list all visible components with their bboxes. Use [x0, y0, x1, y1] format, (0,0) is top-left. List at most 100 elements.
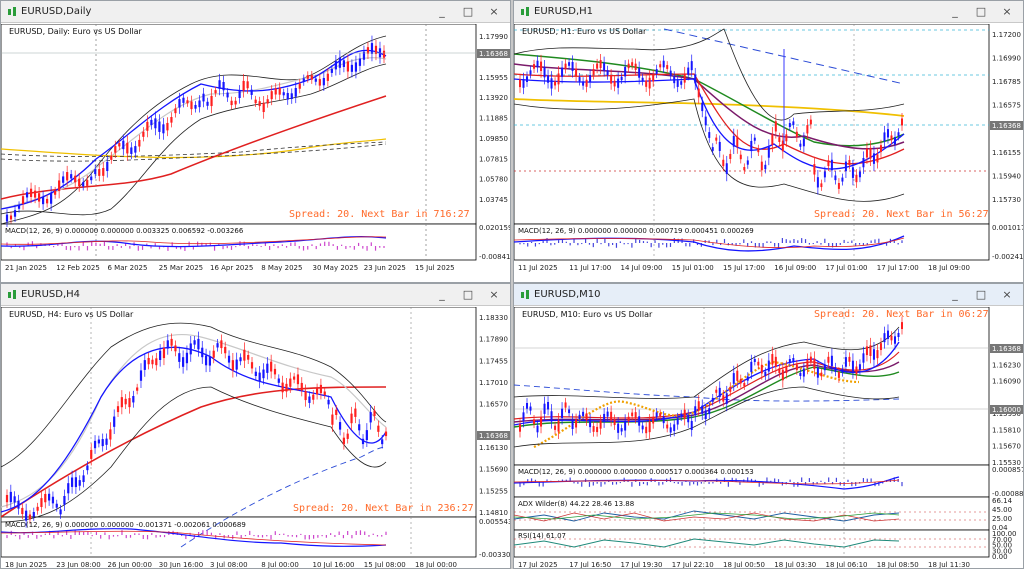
chart-window-h4[interactable]: EURUSD,H4 _ □ × EURUSD, H4: Euro vs US D… — [0, 283, 511, 569]
maximize-button[interactable]: □ — [462, 5, 474, 18]
candle-body — [178, 353, 181, 362]
window-titlebar[interactable]: EURUSD,H4 _ □ × — [1, 284, 510, 306]
candle-body — [585, 413, 588, 421]
time-tick-label: 30 Jun 16:00 — [159, 561, 203, 569]
close-button[interactable]: × — [1002, 5, 1012, 18]
candle-body — [312, 394, 315, 400]
maximize-button[interactable]: □ — [975, 5, 987, 18]
candle-body — [116, 406, 120, 413]
candle-body — [550, 78, 553, 89]
candle-body — [212, 350, 215, 358]
candle-body — [837, 183, 840, 189]
candle-body — [266, 363, 269, 373]
price-tick-label: 1.15530 — [992, 459, 1021, 467]
time-tick-label: 23 Jun 2025 — [364, 264, 406, 272]
candle-body — [662, 60, 665, 68]
price-tick-label: 1.16785 — [992, 78, 1021, 86]
candle-body — [802, 138, 805, 147]
candle-body — [862, 157, 865, 168]
macd-tick-bottom: -0.000889 — [992, 490, 1023, 498]
candle-body — [94, 169, 97, 175]
candle-body — [575, 68, 578, 77]
window-titlebar[interactable]: EURUSD,H1 _ □ × — [514, 1, 1023, 23]
candle-body — [855, 366, 858, 374]
candle-body — [690, 61, 693, 71]
candle-body — [795, 364, 798, 371]
candle-body — [547, 401, 550, 410]
candle-body — [354, 62, 358, 72]
price-tick-label: 25.00 — [992, 515, 1012, 523]
chart-window-h1[interactable]: EURUSD,H1 _ □ × EURUSD, H1: Euro vs US D… — [513, 0, 1024, 283]
candle-body — [110, 155, 113, 160]
candle-body — [617, 78, 620, 88]
candle-body — [557, 420, 560, 432]
price-chart[interactable]: EURUSD, Daily: Euro vs US Dollar Spread:… — [1, 24, 510, 283]
price-chart[interactable]: EURUSD, H1: Euro vs US Dollar Spread: 20… — [514, 24, 1023, 283]
candle-body — [377, 425, 380, 432]
maximize-button[interactable]: □ — [462, 288, 474, 301]
candle-body — [82, 475, 85, 483]
candle-body — [813, 358, 816, 370]
price-tick-label: 1.16090 — [992, 378, 1021, 386]
candle-body — [536, 60, 539, 68]
candle-body — [718, 141, 721, 151]
close-button[interactable]: × — [489, 5, 499, 18]
candle-body — [540, 61, 543, 72]
candle-body — [680, 81, 683, 85]
candle-body — [886, 330, 889, 339]
chart-window-m10[interactable]: EURUSD,M10 _ □ × EURUSD, M10: Euro vs US… — [513, 283, 1024, 569]
time-tick-label: 11 Jul 2025 — [518, 264, 558, 272]
candle-body — [182, 357, 185, 367]
candle-body — [890, 335, 893, 341]
close-button[interactable]: × — [489, 288, 499, 301]
candle-body — [247, 355, 250, 360]
price-axis: 1.18330 1.17890 1.17455 1.17010 1.16570 1.161… — [479, 314, 508, 517]
candle-body — [33, 190, 37, 198]
window-title: EURUSD,H1 — [534, 6, 594, 17]
candle-body — [270, 361, 273, 372]
candles — [519, 54, 903, 195]
price-chart[interactable]: EURUSD, H4: Euro vs US Dollar Spread: 20… — [1, 307, 510, 569]
candle-body — [582, 411, 585, 417]
candle-body — [760, 364, 763, 374]
candle-body — [750, 361, 753, 372]
candle-body — [641, 77, 644, 82]
window-titlebar[interactable]: EURUSD,M10 _ □ × — [514, 284, 1023, 306]
candle-body — [262, 102, 265, 113]
time-tick-label: 17 Jul 2025 — [518, 561, 558, 569]
macd-tick-top: 0.000857 — [992, 466, 1023, 474]
minimize-button[interactable]: _ — [439, 5, 445, 18]
price-chart[interactable]: EURUSD, M10: Euro vs US Dollar Spread: 2… — [514, 307, 1023, 569]
candle-body — [36, 506, 39, 511]
minimize-button[interactable]: _ — [952, 5, 958, 18]
spread-label: Spread: 20. Next Bar in 56:27 — [814, 209, 989, 220]
candle-body — [662, 416, 665, 424]
rsi-label: RSI(14) 61.07 — [518, 532, 566, 540]
maximize-button[interactable]: □ — [975, 288, 987, 301]
candle-body — [338, 57, 341, 68]
time-tick-label: 15 Jul 17:00 — [723, 264, 765, 272]
candle-body — [582, 81, 585, 86]
candle-body — [266, 99, 269, 104]
window-titlebar[interactable]: EURUSD,Daily _ □ × — [1, 1, 510, 23]
price-tick-label: 1.15255 — [479, 487, 508, 495]
minimize-button[interactable]: _ — [952, 288, 958, 301]
chart-window-daily[interactable]: EURUSD,Daily _ □ × EURUSD, Daily: Euro v… — [0, 0, 511, 283]
candle-body — [739, 154, 742, 160]
candle-body — [342, 437, 345, 445]
candle-body — [373, 410, 376, 416]
close-button[interactable]: × — [1002, 288, 1012, 301]
time-tick-label: 18 Jun 2025 — [5, 561, 47, 569]
price-tick-label: 1.13920 — [479, 94, 508, 102]
macd-tick-bottom: -0.008410 — [479, 253, 510, 261]
minimize-button[interactable]: _ — [439, 288, 445, 301]
candle-body — [519, 79, 521, 88]
candle-body — [785, 134, 788, 142]
candle-body — [778, 368, 781, 374]
candle-body — [354, 408, 357, 417]
candle-body — [216, 343, 219, 348]
candle-body — [25, 510, 28, 521]
candle-body — [66, 172, 69, 181]
candle-body — [166, 122, 169, 131]
